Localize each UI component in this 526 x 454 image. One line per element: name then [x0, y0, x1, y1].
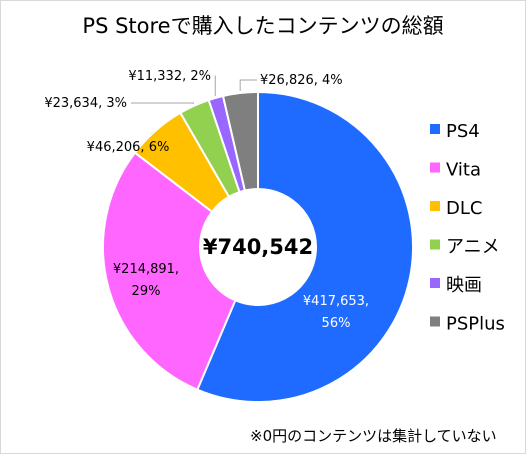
legend-swatch-5	[430, 316, 440, 327]
legend-swatch-4	[430, 278, 440, 288]
data-label-value-0: ¥417,653,	[303, 294, 369, 309]
footnote: ※0円のコンテンツは集計していない	[250, 427, 497, 445]
data-label-3: ¥23,634, 3%	[44, 96, 127, 111]
legend-swatch-3	[430, 239, 440, 250]
legend-label-1: Vita	[446, 160, 481, 181]
slice-5	[221, 90, 259, 192]
chart-title: PS Storeで購入したコンテンツの総額	[82, 14, 444, 38]
data-label-pct-0: 56%	[322, 316, 351, 331]
leader-line-5	[239, 79, 257, 92]
legend-label-0: PS4	[446, 121, 480, 142]
center-total-label: ¥740,542	[203, 235, 313, 259]
legend-swatch-2	[430, 201, 440, 211]
legend-swatch-1	[430, 162, 440, 173]
legend-label-4: 映画	[446, 275, 482, 296]
slice-0	[196, 90, 414, 403]
legend-label-2: DLC	[446, 198, 482, 219]
data-label-4: ¥11,332, 2%	[128, 69, 211, 84]
data-label-5: ¥26,826, 4%	[260, 73, 343, 88]
leader-line-3	[131, 102, 194, 104]
slice-1	[102, 151, 237, 391]
legend-label-3: アニメ	[446, 237, 500, 258]
data-label-2: ¥46,206, 6%	[87, 140, 170, 155]
data-label-pct-1: 29%	[132, 284, 161, 299]
legend-swatch-0	[430, 124, 440, 134]
legend-label-5: PSPlus	[446, 314, 505, 335]
data-label-value-1: ¥214,891,	[113, 262, 179, 277]
